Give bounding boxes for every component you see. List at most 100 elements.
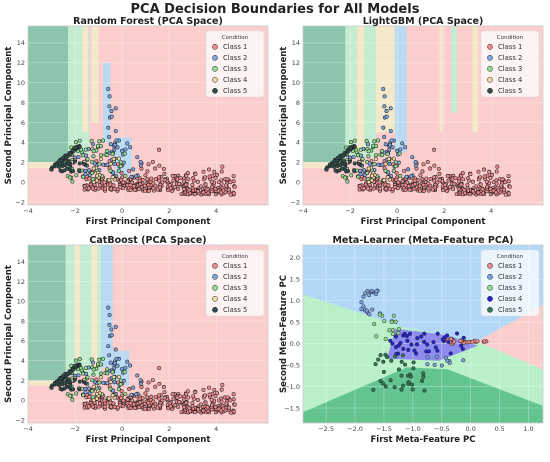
point-class-2 bbox=[403, 145, 408, 150]
point-class-4 bbox=[402, 331, 407, 336]
point-class-2 bbox=[406, 167, 411, 172]
point-class-1 bbox=[227, 405, 231, 410]
point-class-1 bbox=[119, 177, 124, 182]
x-tick-label: 1.0 bbox=[523, 425, 533, 433]
point-class-3 bbox=[116, 168, 121, 173]
point-class-1 bbox=[452, 181, 457, 186]
point-class-1 bbox=[97, 183, 102, 188]
point-class-1 bbox=[182, 397, 187, 402]
point-class-1 bbox=[386, 183, 391, 188]
point-class-1 bbox=[442, 183, 447, 188]
point-class-5 bbox=[421, 371, 426, 376]
decision-region bbox=[472, 26, 479, 133]
decision-region bbox=[28, 162, 68, 169]
point-class-3 bbox=[90, 159, 95, 164]
point-class-2 bbox=[120, 367, 125, 372]
point-class-1 bbox=[139, 384, 144, 389]
point-class-5 bbox=[400, 353, 405, 358]
point-class-2 bbox=[425, 355, 430, 360]
point-class-1 bbox=[97, 401, 102, 406]
point-class-1 bbox=[132, 187, 137, 192]
point-class-4 bbox=[94, 391, 99, 396]
point-class-3 bbox=[366, 154, 371, 159]
point-class-2 bbox=[106, 86, 111, 91]
point-class-1 bbox=[377, 180, 382, 185]
point-class-2 bbox=[114, 138, 119, 143]
point-class-1 bbox=[145, 177, 150, 182]
point-class-1 bbox=[125, 179, 130, 184]
point-class-5 bbox=[65, 153, 70, 158]
y-tick-label: 8 bbox=[21, 317, 25, 325]
point-class-3 bbox=[83, 365, 88, 370]
y-tick-label: 0.0 bbox=[290, 340, 300, 348]
point-class-5 bbox=[380, 381, 385, 386]
point-class-4 bbox=[366, 180, 371, 185]
point-class-2 bbox=[129, 174, 134, 179]
point-class-1 bbox=[181, 187, 186, 191]
point-class-1 bbox=[160, 398, 165, 403]
point-class-4 bbox=[455, 331, 460, 336]
point-class-1 bbox=[177, 400, 182, 404]
point-class-2 bbox=[425, 362, 430, 367]
point-class-1 bbox=[218, 190, 223, 195]
point-class-5 bbox=[393, 354, 398, 359]
point-class-5 bbox=[348, 145, 353, 150]
point-class-5 bbox=[77, 169, 82, 174]
point-class-5 bbox=[378, 353, 383, 358]
point-class-3 bbox=[91, 372, 96, 377]
point-class-2 bbox=[370, 307, 375, 312]
y-tick-label: 1.0 bbox=[290, 297, 300, 305]
decision-region bbox=[82, 26, 88, 133]
x-tick-label: 2 bbox=[167, 425, 171, 433]
point-class-5 bbox=[64, 166, 69, 171]
point-class-1 bbox=[451, 186, 456, 191]
point-class-5 bbox=[347, 159, 352, 164]
point-class-1 bbox=[476, 169, 481, 174]
point-class-1 bbox=[146, 182, 151, 187]
point-class-2 bbox=[388, 142, 393, 147]
point-class-5 bbox=[61, 374, 66, 378]
point-class-3 bbox=[110, 370, 115, 375]
point-class-1 bbox=[190, 401, 195, 406]
point-class-1 bbox=[394, 177, 399, 182]
point-class-5 bbox=[332, 164, 336, 169]
x-tick-label: −2.0 bbox=[347, 425, 363, 433]
figure-title: PCA Decision Boundaries for All Models bbox=[130, 2, 420, 17]
point-class-1 bbox=[146, 407, 151, 411]
legend-label: Class 5 bbox=[498, 87, 522, 95]
y-tick-label: −1.5 bbox=[284, 404, 300, 412]
point-class-1 bbox=[203, 175, 208, 180]
point-class-4 bbox=[393, 334, 399, 339]
point-class-5 bbox=[340, 153, 345, 158]
point-class-1 bbox=[201, 169, 206, 174]
point-class-2 bbox=[106, 305, 111, 310]
point-class-3 bbox=[372, 139, 377, 144]
point-class-4 bbox=[459, 343, 464, 348]
point-class-4 bbox=[110, 393, 115, 398]
point-class-3 bbox=[105, 149, 110, 153]
point-class-2 bbox=[404, 174, 409, 179]
point-class-1 bbox=[493, 190, 498, 195]
point-class-1 bbox=[393, 185, 398, 190]
point-class-2 bbox=[76, 373, 81, 378]
point-class-2 bbox=[125, 359, 130, 364]
point-class-5 bbox=[388, 378, 393, 383]
point-class-3 bbox=[110, 151, 115, 156]
point-class-1 bbox=[128, 401, 133, 406]
point-class-1 bbox=[195, 397, 200, 402]
y-tick-label: 0.5 bbox=[290, 319, 300, 327]
legend-label: Class 3 bbox=[223, 284, 247, 292]
point-class-3 bbox=[356, 174, 361, 179]
point-class-5 bbox=[373, 362, 378, 367]
x-axis-label: First Principal Component bbox=[86, 435, 211, 445]
point-class-2 bbox=[115, 145, 120, 150]
point-class-1 bbox=[437, 171, 442, 176]
point-class-3 bbox=[385, 151, 390, 156]
point-class-5 bbox=[63, 381, 68, 386]
point-class-1 bbox=[487, 169, 492, 174]
point-class-3 bbox=[98, 371, 103, 376]
point-class-4 bbox=[415, 336, 420, 341]
point-class-2 bbox=[107, 94, 112, 99]
point-class-1 bbox=[201, 408, 206, 413]
point-class-2 bbox=[83, 168, 88, 173]
